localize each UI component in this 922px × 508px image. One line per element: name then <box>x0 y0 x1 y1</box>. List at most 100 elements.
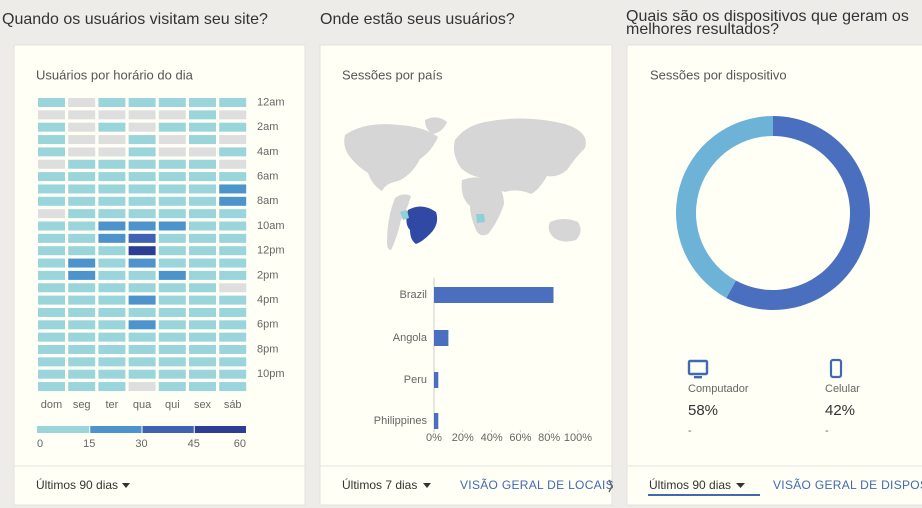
next-arrow[interactable] <box>608 479 613 493</box>
device-share: 42% <box>825 402 855 419</box>
date-range[interactable]: Últimos 7 dias <box>342 477 417 492</box>
heat-cell <box>38 159 65 169</box>
heat-cell <box>158 258 186 268</box>
date-range[interactable]: Últimos 90 dias <box>36 477 118 492</box>
heat-cell <box>219 320 247 330</box>
card <box>319 44 613 506</box>
section-heading: Quais são os dispositivos que geram os m… <box>626 10 909 38</box>
heat-cell <box>38 110 65 120</box>
row-label: 2pm <box>257 269 278 281</box>
heat-cell <box>98 382 126 392</box>
legend-swatch <box>37 426 90 433</box>
heat-cell <box>68 135 96 145</box>
heat-cell <box>158 295 186 305</box>
card-title: Sessões por país <box>342 67 443 82</box>
heat-cell <box>38 209 65 219</box>
x-tick-label: 60% <box>509 432 531 444</box>
heat-cell <box>98 369 126 379</box>
heat-cell <box>38 221 65 231</box>
heat-cell <box>128 209 156 219</box>
heat-cell <box>68 382 96 392</box>
heat-cell <box>68 221 96 231</box>
x-tick-label: 80% <box>538 432 560 444</box>
heat-cell <box>68 209 96 219</box>
heat-cell <box>68 110 96 120</box>
heat-cell <box>68 307 96 317</box>
heat-cell <box>68 258 96 268</box>
heat-cell <box>219 233 247 243</box>
heat-cell <box>98 209 126 219</box>
device-name: Celular <box>825 383 860 395</box>
category-label: Peru <box>404 374 427 386</box>
row-label: 4pm <box>257 294 278 306</box>
dropdown-arrow[interactable] <box>736 483 745 488</box>
heat-cell <box>158 307 186 317</box>
row-label: 6pm <box>257 319 278 331</box>
row-label: 10pm <box>257 368 285 380</box>
heat-cell <box>189 172 216 182</box>
heat-cell <box>158 369 186 379</box>
section-heading: Onde estão seus usuários? <box>320 11 515 28</box>
report-link[interactable]: VISÃO GERAL DE DISPOSITIVOS <box>773 478 922 492</box>
north-america <box>344 124 438 191</box>
x-tick-label: 0% <box>426 432 442 444</box>
row-label: 2am <box>257 121 278 133</box>
heat-cell <box>158 233 186 243</box>
heat-cell <box>68 345 96 354</box>
heat-cell <box>68 172 96 182</box>
column-label: seg <box>73 399 91 411</box>
heat-cell <box>38 369 65 379</box>
bar <box>434 287 554 303</box>
heat-cell <box>189 246 216 256</box>
heat-cell <box>128 172 156 182</box>
section-heading: Quando os usuários visitam seu site? <box>2 11 268 28</box>
heat-cell <box>38 332 65 342</box>
heat-cell <box>158 135 186 145</box>
heat-cell <box>98 122 126 132</box>
heat-cell <box>98 110 126 120</box>
row-label: 12pm <box>257 245 285 257</box>
heat-cell <box>189 332 216 342</box>
heat-cell <box>128 196 156 206</box>
heat-cell <box>98 258 126 268</box>
heat-cell <box>38 122 65 132</box>
dropdown-arrow[interactable] <box>122 483 130 488</box>
heat-cell <box>38 382 65 392</box>
dropdown-arrow[interactable] <box>423 483 431 488</box>
heat-cell <box>98 159 126 169</box>
mobile-icon <box>829 358 843 379</box>
heat-cell <box>189 147 216 157</box>
x-tick-label: 100% <box>564 432 592 444</box>
heat-cell <box>38 233 65 243</box>
card-title: Sessões por dispositivo <box>650 67 787 82</box>
legend-tick-label: 60 <box>234 438 246 450</box>
heat-cell <box>158 184 186 194</box>
date-range[interactable]: Últimos 90 dias <box>649 477 731 492</box>
heat-cell <box>189 369 216 379</box>
heat-cell <box>219 357 247 367</box>
heat-cell <box>68 147 96 157</box>
donut-segment <box>676 116 773 299</box>
heat-cell <box>38 98 65 107</box>
heat-cell <box>68 369 96 379</box>
heat-cell <box>68 184 96 194</box>
desktop-icon <box>687 359 709 379</box>
heat-cell <box>98 307 126 317</box>
heat-cell <box>128 270 156 280</box>
heat-cell <box>189 357 216 367</box>
section-heading-box: Quais são os dispositivos que geram os m… <box>626 10 909 38</box>
heat-cell <box>98 357 126 367</box>
heat-cell <box>68 233 96 243</box>
world-map <box>344 117 586 250</box>
report-link[interactable]: VISÃO GERAL DE LOCAIS <box>460 478 614 492</box>
heat-cell <box>219 270 247 280</box>
heat-cell <box>68 98 96 107</box>
heat-cell <box>38 283 65 293</box>
heat-cell <box>68 246 96 256</box>
heat-cell <box>68 332 96 342</box>
eurasia <box>453 118 586 194</box>
heat-cell <box>128 357 156 367</box>
heat-cell <box>38 307 65 317</box>
column-label: sex <box>194 399 212 411</box>
heat-cell <box>68 357 96 367</box>
